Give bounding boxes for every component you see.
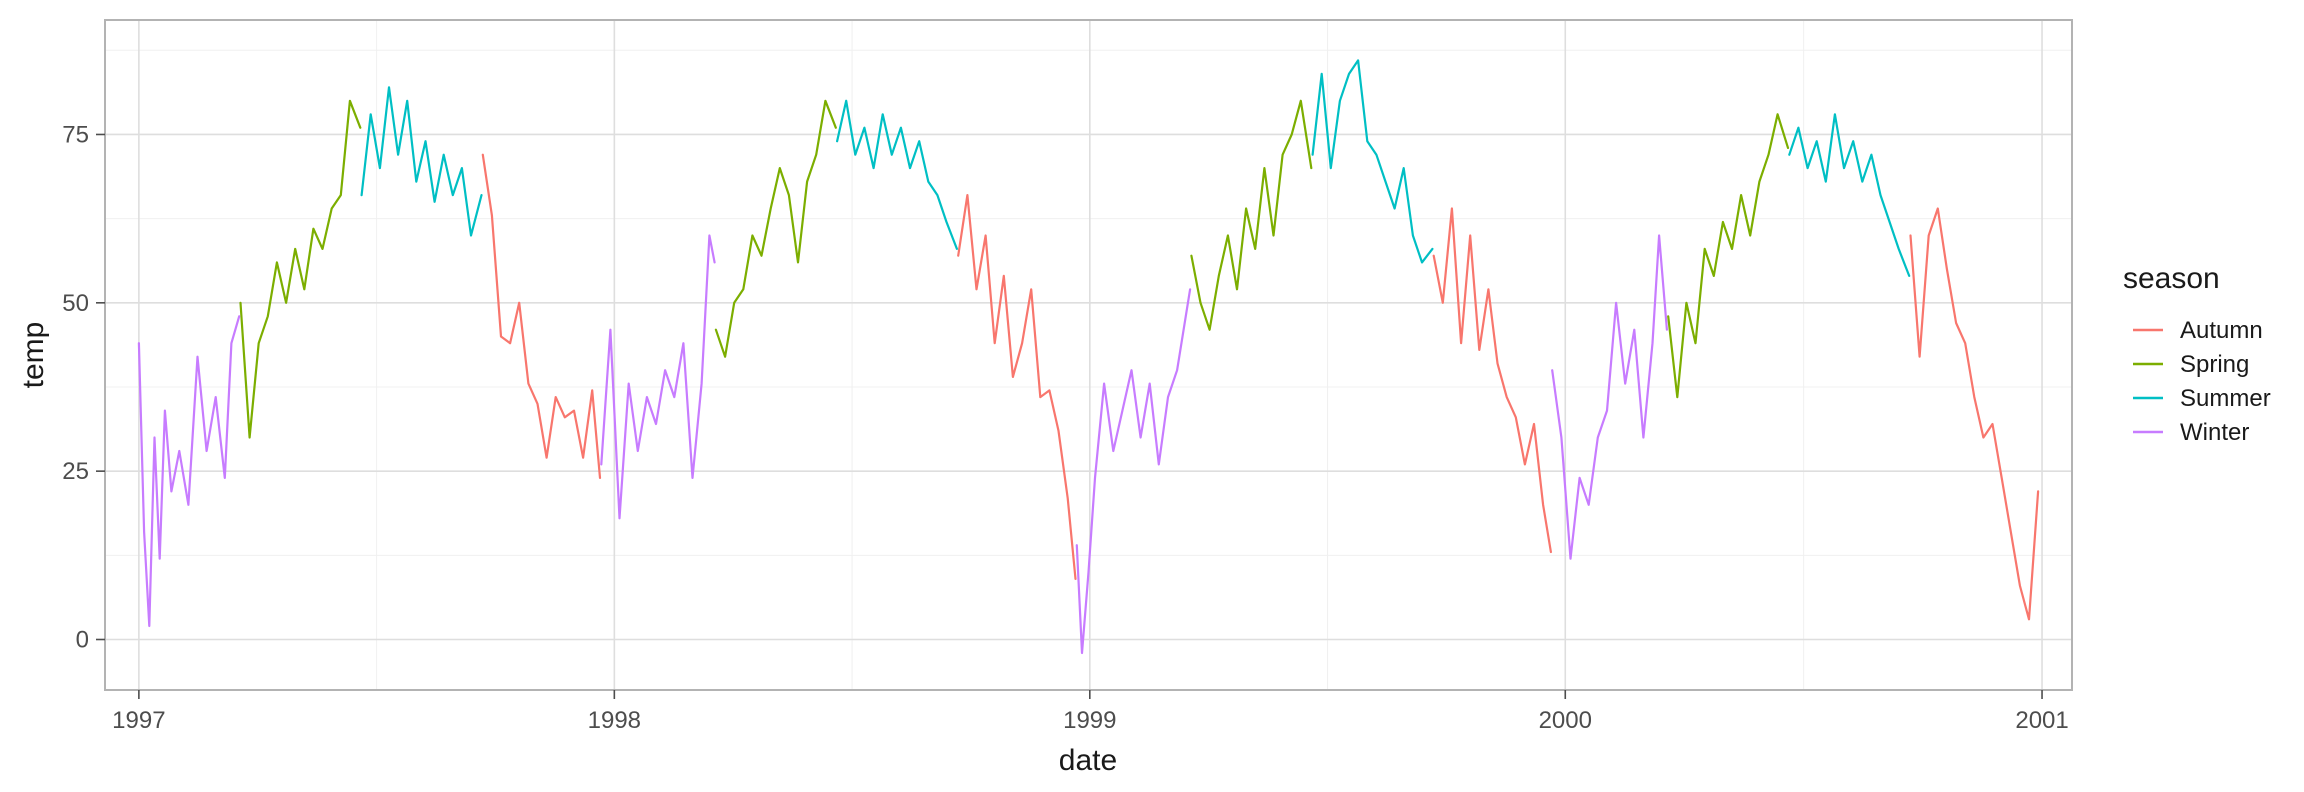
- x-tick-label: 2001: [2015, 707, 2068, 734]
- x-axis-title: date: [1059, 744, 1117, 777]
- series-line-spring: [1190, 99, 1313, 331]
- series-line-winter: [1075, 288, 1192, 655]
- series-line-summer: [1311, 59, 1434, 264]
- y-axis-title: temp: [17, 322, 50, 389]
- series-line-spring: [239, 99, 362, 439]
- series-line-spring: [1667, 113, 1790, 399]
- y-tick-label: 0: [76, 626, 89, 653]
- series-lines: [137, 59, 2040, 655]
- series-line-autumn: [481, 153, 602, 479]
- legend-label-autumn: Autumn: [2180, 317, 2263, 344]
- series-line-autumn: [1432, 207, 1553, 554]
- y-axis-ticks: 0 25 50 75: [62, 121, 105, 653]
- series-line-winter: [137, 315, 241, 628]
- y-tick-label: 50: [62, 290, 89, 317]
- legend-title: season: [2123, 262, 2220, 295]
- series-line-spring: [714, 99, 837, 358]
- legend-label-winter: Winter: [2180, 419, 2249, 446]
- x-tick-label: 2000: [1539, 707, 1592, 734]
- x-axis-ticks: 1997 1998 1999 2000 2001: [112, 690, 2069, 734]
- y-tick-label: 25: [62, 458, 89, 485]
- legend-label-summer: Summer: [2180, 385, 2271, 412]
- series-line-winter: [1551, 234, 1669, 560]
- x-tick-label: 1999: [1063, 707, 1116, 734]
- series-line-summer: [1788, 113, 1911, 277]
- series-line-autumn: [1909, 207, 2040, 621]
- series-line-summer: [360, 86, 483, 237]
- plot-panel-border: [104, 19, 2073, 691]
- legend: season Autumn Spring Summer Winter: [2123, 262, 2271, 446]
- x-tick-label: 1998: [588, 707, 641, 734]
- series-line-autumn: [957, 194, 1077, 581]
- y-tick-label: 75: [62, 121, 89, 148]
- legend-label-spring: Spring: [2180, 351, 2249, 378]
- series-line-summer: [835, 99, 959, 250]
- series-line-winter: [600, 234, 716, 520]
- x-tick-label: 1997: [112, 707, 165, 734]
